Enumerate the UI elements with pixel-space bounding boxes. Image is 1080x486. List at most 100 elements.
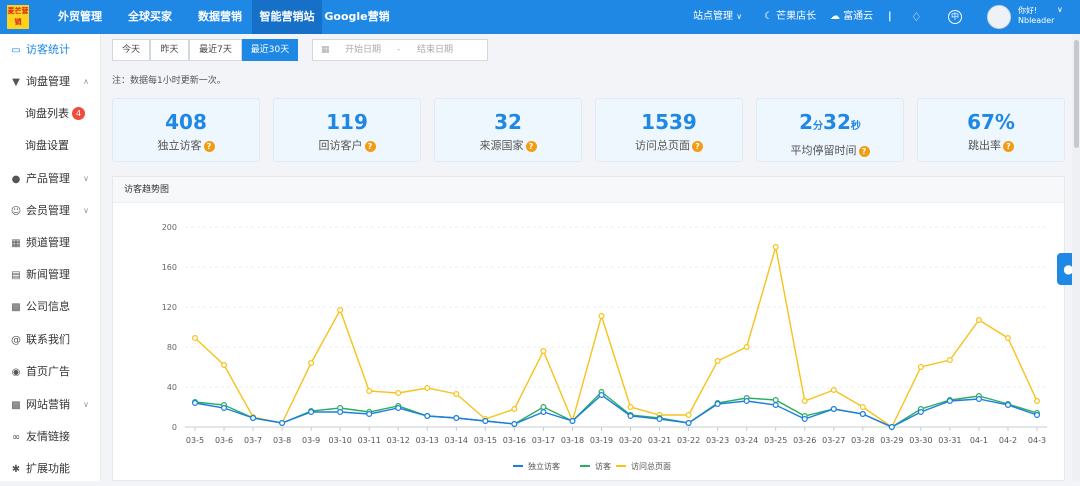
data-point <box>453 415 460 422</box>
panel-title: 访客趋势图 <box>113 177 1064 203</box>
data-point <box>366 388 373 395</box>
range-30days[interactable]: 最近30天 <box>242 39 298 61</box>
at-icon: @ <box>11 335 21 346</box>
x-tick-label: 03-25 <box>764 436 787 445</box>
sidebar-item-contact[interactable]: @ 联系我们 <box>0 324 101 356</box>
stat-card-returning: 119 回访客户? <box>273 98 421 162</box>
data-point <box>772 402 779 409</box>
x-tick-label: 03-8 <box>273 436 291 445</box>
user-menu[interactable]: 你好! Nbleader <box>1018 6 1054 26</box>
bar-chart-icon: ▩ <box>11 400 21 411</box>
data-point <box>888 424 895 431</box>
data-point <box>685 420 692 427</box>
data-point <box>569 418 576 425</box>
help-icon[interactable]: ? <box>858 146 870 157</box>
range-today[interactable]: 今天 <box>112 39 150 61</box>
data-point <box>598 392 605 399</box>
nav-foreign-trade[interactable]: 外贸管理 <box>58 10 102 23</box>
start-date-input[interactable]: 开始日期 <box>345 45 382 55</box>
mango-shop-link[interactable]: ☾ 芒果店长 <box>764 0 816 34</box>
data-point <box>801 398 808 405</box>
series-line <box>194 391 1038 428</box>
sidebar-item-label: 公司信息 <box>26 300 70 313</box>
x-tick-label: 03-18 <box>561 436 584 445</box>
cloud-icon: ☁ <box>830 11 840 22</box>
help-icon[interactable]: ? <box>692 141 703 152</box>
sidebar-item-members[interactable]: ☺ 会员管理 ∨ <box>0 195 101 227</box>
x-tick-label: 04-2 <box>999 436 1017 445</box>
top-separator: | <box>888 11 892 22</box>
nav-data-marketing[interactable]: 数据营销 <box>198 10 242 23</box>
range-yesterday[interactable]: 昨天 <box>150 39 189 61</box>
sidebar-item-news[interactable]: ▤ 新闻管理 <box>0 259 101 291</box>
language-switch[interactable]: 中 <box>948 0 962 34</box>
user-chevron-icon[interactable]: ∨ <box>1057 5 1063 14</box>
x-tick-label: 03-15 <box>474 436 497 445</box>
sidebar-item-company[interactable]: ▩ 公司信息 <box>0 291 101 323</box>
product-icon: ● <box>11 174 21 185</box>
data-point <box>859 411 866 418</box>
series-line <box>194 246 1038 429</box>
data-point <box>772 397 779 404</box>
x-tick-label: 03-17 <box>532 436 555 445</box>
stat-value: 67% <box>967 110 1015 134</box>
monitor-icon: ▭ <box>11 45 21 56</box>
stat-card-pages: 1539 访问总页面? <box>595 98 743 162</box>
help-icon[interactable]: ? <box>203 141 215 152</box>
end-date-input[interactable]: 结束日期 <box>417 45 454 55</box>
sidebar-item-label: 询盘列表 <box>25 107 69 120</box>
sidebar-item-inquiry-list[interactable]: 询盘列表 4 <box>0 98 101 130</box>
sidebar-item-channels[interactable]: ▦ 频道管理 <box>0 227 101 259</box>
bell-icon[interactable]: ♢ <box>911 10 922 24</box>
date-range-picker[interactable]: ▦ 开始日期 - 结束日期 <box>312 39 488 61</box>
sidebar-item-products[interactable]: ● 产品管理 ∨ <box>0 163 101 195</box>
nav-google-marketing[interactable]: Google营销 <box>324 10 390 23</box>
sidebar-item-inquiry-settings[interactable]: 询盘设置 <box>0 130 101 162</box>
stat-card-countries: 32 来源国家? <box>434 98 582 162</box>
x-tick-label: 03-16 <box>503 436 526 445</box>
sidebar-item-extensions[interactable]: ✱ 扩展功能 <box>0 453 101 485</box>
data-point <box>714 358 721 365</box>
avatar[interactable] <box>987 5 1011 29</box>
nav-smart-site[interactable]: 智能营销站 <box>252 0 322 34</box>
data-point <box>975 316 982 323</box>
data-point <box>859 404 866 411</box>
data-point <box>191 400 198 407</box>
sidebar-item-label: 扩展功能 <box>26 462 70 475</box>
scrollbar-track[interactable] <box>1072 34 1080 481</box>
sidebar-item-home-ads[interactable]: ◉ 首页广告 <box>0 356 101 388</box>
news-icon: ▤ <box>11 270 21 281</box>
help-icon[interactable]: ? <box>1003 141 1014 152</box>
sidebar-item-label: 询盘设置 <box>25 139 69 152</box>
chevron-down-icon: ∨ <box>83 400 89 409</box>
x-tick-label: 03-31 <box>938 436 961 445</box>
y-tick-label: 200 <box>162 223 177 232</box>
sidebar-item-visitor-stats[interactable]: ▭ 访客统计 <box>0 34 101 66</box>
data-point <box>337 306 344 313</box>
stat-label: 访问总页面 <box>635 139 690 152</box>
sidebar-item-label: 首页广告 <box>26 365 70 378</box>
grid-icon: ▦ <box>11 238 21 249</box>
sidebar-item-friend-links[interactable]: ∞ 友情链接 <box>0 421 101 453</box>
data-point <box>946 357 953 364</box>
help-icon[interactable]: ? <box>525 141 537 152</box>
mango-icon: ☾ <box>764 11 773 22</box>
chevron-down-icon: ∨ <box>736 12 743 21</box>
range-7days[interactable]: 最近7天 <box>189 39 242 61</box>
data-point <box>540 409 547 416</box>
x-tick-label: 03-10 <box>329 436 352 445</box>
series-line <box>194 394 1038 428</box>
nav-global-buyers[interactable]: 全球买家 <box>128 10 172 23</box>
sidebar-item-web-marketing[interactable]: ▩ 网站营销 ∨ <box>0 389 101 421</box>
puzzle-icon: ✱ <box>11 464 21 475</box>
scrollbar-thumb[interactable] <box>1074 40 1079 148</box>
building-icon: ▩ <box>11 302 21 313</box>
data-point <box>1004 335 1011 342</box>
sidebar-item-inquiry[interactable]: ▼ 询盘管理 ∧ <box>0 66 101 98</box>
cloud-link[interactable]: ☁ 富通云 <box>830 0 873 34</box>
minutes-unit: 分 <box>813 121 824 132</box>
stat-value: 2分32秒 <box>757 110 903 139</box>
site-manage-menu[interactable]: 站点管理 ∨ <box>693 0 742 34</box>
logo[interactable]: 麦芒营销 <box>7 5 29 29</box>
help-icon[interactable]: ? <box>364 141 376 152</box>
